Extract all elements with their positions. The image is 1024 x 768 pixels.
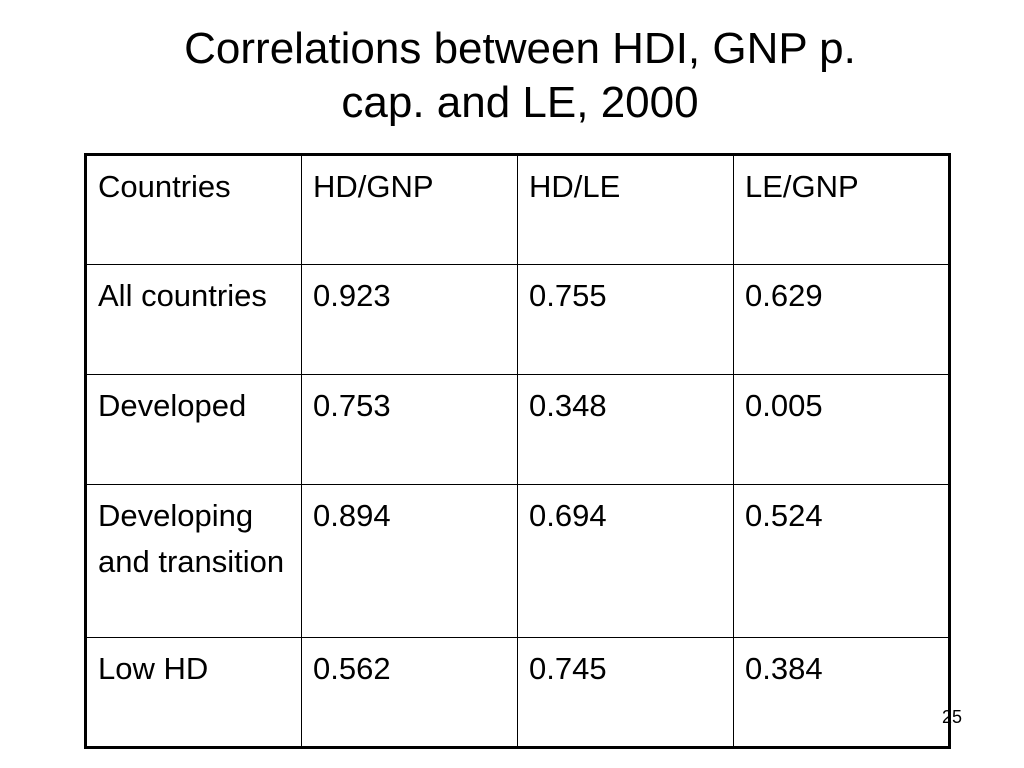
slide-title-line-2: cap. and LE, 2000 bbox=[341, 78, 699, 127]
header-cell-countries: Countries bbox=[85, 154, 302, 265]
value-cell: 0.629 bbox=[733, 264, 950, 375]
slide-title-line-1: Correlations between HDI, GNP p. bbox=[184, 24, 856, 73]
value-cell: 0.755 bbox=[517, 264, 734, 375]
table-row: Low HD 0.562 0.745 0.384 bbox=[85, 637, 950, 748]
slide-title: Correlations between HDI, GNP p. cap. an… bbox=[0, 22, 1024, 130]
header-cell-le-gnp: LE/GNP bbox=[733, 154, 950, 265]
row-label-cell: All countries bbox=[85, 264, 302, 375]
value-cell: 0.562 bbox=[301, 637, 518, 748]
value-cell: 0.753 bbox=[301, 374, 518, 485]
value-cell: 0.894 bbox=[301, 484, 518, 638]
value-cell: 0.524 bbox=[733, 484, 950, 638]
page-number: 25 bbox=[941, 707, 962, 727]
value-cell: 0.923 bbox=[301, 264, 518, 375]
correlation-table: Countries HD/GNP HD/LE LE/GNP All countr… bbox=[84, 153, 951, 749]
value-cell: 0.348 bbox=[517, 374, 734, 485]
value-cell: 0.384 bbox=[733, 637, 950, 748]
row-label-cell: Developed bbox=[85, 374, 302, 485]
header-cell-hd-le: HD/LE bbox=[517, 154, 734, 265]
value-cell: 0.745 bbox=[517, 637, 734, 748]
row-label-cell: Low HD bbox=[85, 637, 302, 748]
value-cell: 0.694 bbox=[517, 484, 734, 638]
table-row: Developing and transition 0.894 0.694 0.… bbox=[85, 484, 950, 638]
value-cell: 0.005 bbox=[733, 374, 950, 485]
table-row: Developed 0.753 0.348 0.005 bbox=[85, 374, 950, 485]
table-row: All countries 0.923 0.755 0.629 bbox=[85, 264, 950, 375]
table-header-row: Countries HD/GNP HD/LE LE/GNP bbox=[85, 154, 950, 265]
header-cell-hd-gnp: HD/GNP bbox=[301, 154, 518, 265]
row-label-cell: Developing and transition bbox=[85, 484, 302, 638]
